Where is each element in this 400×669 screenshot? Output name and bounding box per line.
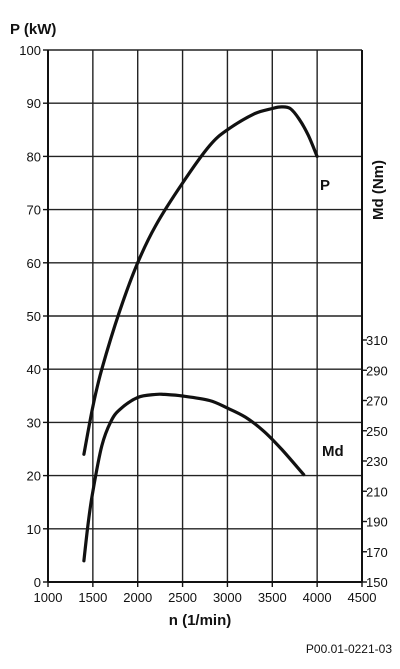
y-left-tick-label: 20 <box>27 469 41 484</box>
series-line-md <box>82 392 306 563</box>
figure-code: P00.01-0221-03 <box>306 642 392 656</box>
y-left-tick-label: 30 <box>27 415 41 430</box>
series-line-p <box>82 105 319 456</box>
y-right-tick-label: 270 <box>366 394 388 409</box>
x-tick-label: 1500 <box>78 590 107 605</box>
x-tick-label: 4000 <box>303 590 332 605</box>
axes <box>43 49 367 587</box>
x-tick-label: 3000 <box>213 590 242 605</box>
y-right-tick-label: 210 <box>366 484 388 499</box>
x-axis-title: n (1/min) <box>169 612 232 629</box>
y-right-axis-title: Md (Nm) <box>370 160 387 220</box>
y-right-tick-label: 310 <box>366 333 388 348</box>
y-left-tick-label: 60 <box>27 256 41 271</box>
y-left-tick-label: 80 <box>27 149 41 164</box>
series-lines <box>82 105 319 563</box>
series-label-md: Md <box>322 443 344 460</box>
y-right-tick-label: 190 <box>366 515 388 530</box>
y-right-tick-label: 250 <box>366 424 388 439</box>
labels: 0 10 20 30 40 50 60 70 80 90 100 150 170 190 210 230 250… <box>10 21 388 629</box>
x-tick-label: 4500 <box>348 590 377 605</box>
y-left-tick-label: 10 <box>27 522 41 537</box>
y-right-tick-label: 290 <box>366 363 388 378</box>
x-tick-label: 2500 <box>168 590 197 605</box>
y-left-tick-label: 50 <box>27 309 41 324</box>
x-tick-label: 1000 <box>34 590 63 605</box>
y-left-tick-label: 40 <box>27 362 41 377</box>
grid <box>47 49 363 583</box>
y-left-tick-label: 100 <box>19 43 41 58</box>
y-left-tick-label: 70 <box>27 203 41 218</box>
y-left-tick-label: 0 <box>34 575 41 590</box>
y-right-tick-label: 230 <box>366 454 388 469</box>
x-tick-label: 3500 <box>258 590 287 605</box>
y-right-tick-label: 170 <box>366 545 388 560</box>
y-right-tick-label: 150 <box>366 575 388 590</box>
y-left-axis-title: P (kW) <box>10 21 56 38</box>
y-left-tick-label: 90 <box>27 96 41 111</box>
series-label-p: P <box>320 177 330 194</box>
x-tick-label: 2000 <box>123 590 152 605</box>
